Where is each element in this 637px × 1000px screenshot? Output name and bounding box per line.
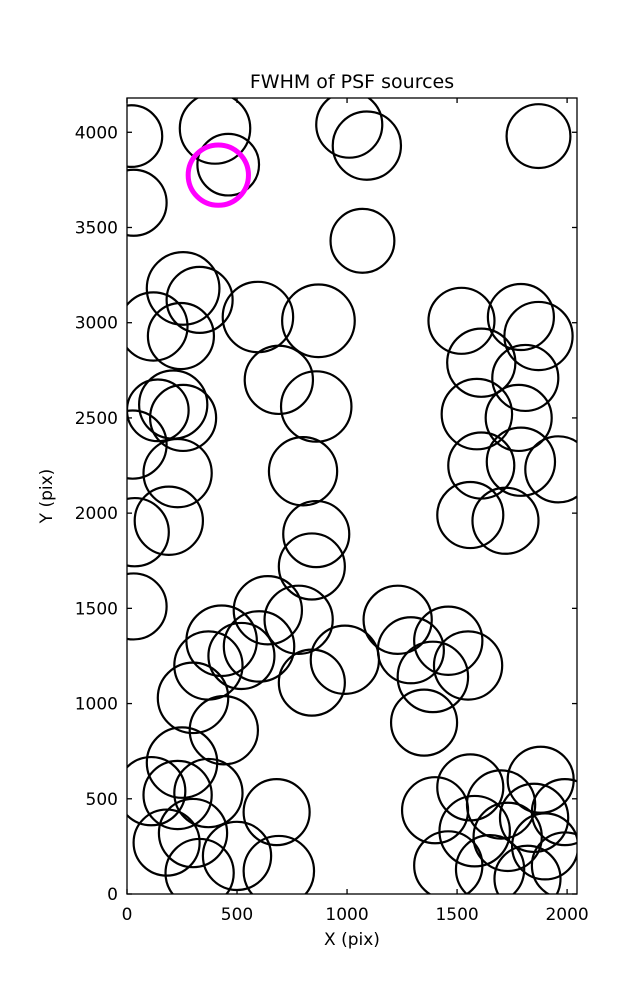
x-tick-label: 0 [122,905,133,925]
psf-source-circle [277,532,346,601]
psf-source-circle [329,207,396,274]
x-tick-label: 1000 [325,905,368,925]
psf-source-circle [432,630,504,701]
psf-source-circle [146,301,216,371]
psf-source-circle [127,572,168,641]
psf-source-circle [510,812,577,881]
psf-source-circle [446,327,517,398]
x-tick-label: 1500 [435,905,478,925]
psf-source-circle [243,344,315,416]
psf-source-circle [471,486,540,555]
psf-source-circle [164,837,235,894]
psf-source-circle [157,797,229,869]
psf-source-circle [396,640,470,714]
plot-area [127,98,577,894]
psf-source-circle [279,370,353,443]
psf-source-circle [389,688,459,757]
psf-source-circle [484,383,553,453]
psf-source-circle [413,830,484,894]
y-axis-label: Y (pix) [37,469,57,525]
plot-border [126,97,578,895]
psf-source-circle [315,98,384,159]
psf-source-circle [127,496,170,568]
psf-source-circle [185,142,251,208]
psf-source-circle [145,251,221,326]
psf-source-circle [196,132,261,197]
psf-source-circle [465,769,537,840]
psf-source-circle [282,499,351,569]
psf-source-circle [427,286,496,355]
x-tick-label: 500 [221,905,253,925]
psf-source-circle [188,695,260,766]
y-tick-label: 500 [86,790,118,810]
psf-source-circle [331,110,403,181]
psf-source-circle [165,265,234,334]
psf-source-circle [277,648,346,717]
psf-source-circle [242,834,316,894]
psf-source-circle [207,621,276,691]
axis-tick-labels: 0 500 1000 1500 2000 0 500 1000 1500 2000 2500 3000… [75,123,589,925]
psf-source-circle [505,103,572,170]
y-tick-label: 0 [107,885,118,905]
x-axis-label: X (pix) [324,930,380,950]
psf-source-circle [493,844,562,894]
psf-source-circle [472,801,543,873]
psf-source-circle [242,777,311,847]
psf-source-circle [127,104,164,168]
psf-source-circle [530,831,577,894]
psf-source-circle [438,794,511,868]
psf-source-circle [491,343,560,413]
psf-source-circle [142,759,213,831]
psf-source-circle [436,480,505,550]
psf-source-circle [413,605,484,676]
y-tick-label: 1000 [75,695,118,715]
y-tick-label: 4000 [75,123,118,143]
psf-source-circle [149,383,218,453]
psf-source-circle [156,661,230,735]
psf-source-circle [281,283,356,359]
axis-frame [126,97,578,895]
psf-source-circle [362,584,433,655]
psf-source-circle [232,575,304,646]
y-tick-label: 3000 [75,314,118,334]
psf-source-circle [486,282,556,352]
psf-source-circle [503,300,574,372]
psf-source-circle [440,377,514,451]
psf-source-circle [142,437,213,509]
y-tick-label: 3500 [75,218,118,238]
psf-source-circle [127,168,168,237]
psf-source-circle [524,435,577,504]
axis-ticks [126,98,577,895]
psf-source-circle [127,291,189,362]
psf-source-circle [133,485,205,556]
data-circles [127,98,577,894]
y-tick-label: 2000 [75,504,118,524]
y-tick-label: 2500 [75,409,118,429]
psf-source-circle [127,409,168,480]
psf-source-circle [145,726,219,799]
psf-source-circle [263,584,334,655]
psf-source-circle [454,834,526,894]
psf-source-circle [485,426,557,497]
x-tick-label: 2000 [545,905,588,925]
psf-source-circle [222,610,296,683]
psf-source-circle [127,378,190,443]
y-tick-label: 1500 [75,599,118,619]
psf-source-circle [267,436,339,507]
page-title: FWHM of PSF sources [250,71,454,93]
psf-source-circle [178,98,252,165]
psf-source-circle [173,757,244,829]
psf-source-circle [309,624,381,695]
psf-source-circle [127,755,187,827]
